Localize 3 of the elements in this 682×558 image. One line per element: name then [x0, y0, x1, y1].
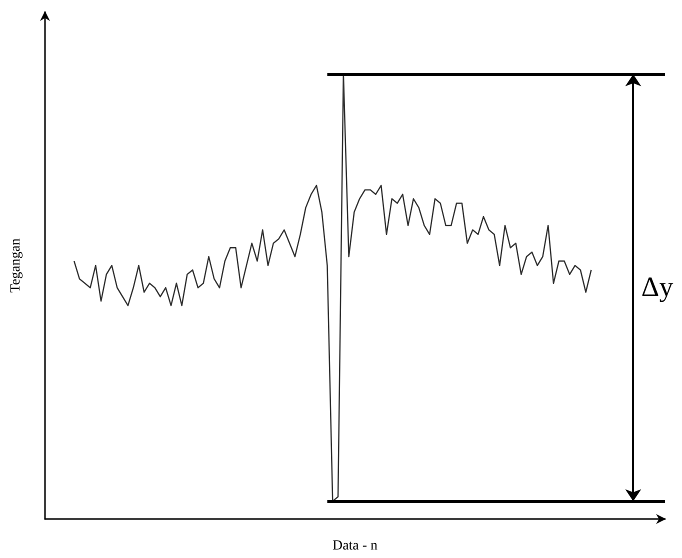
- text: Δy: [641, 272, 674, 304]
- x-axis-title: Data - n: [332, 538, 378, 554]
- y-axis-title: Tegangan: [8, 238, 24, 293]
